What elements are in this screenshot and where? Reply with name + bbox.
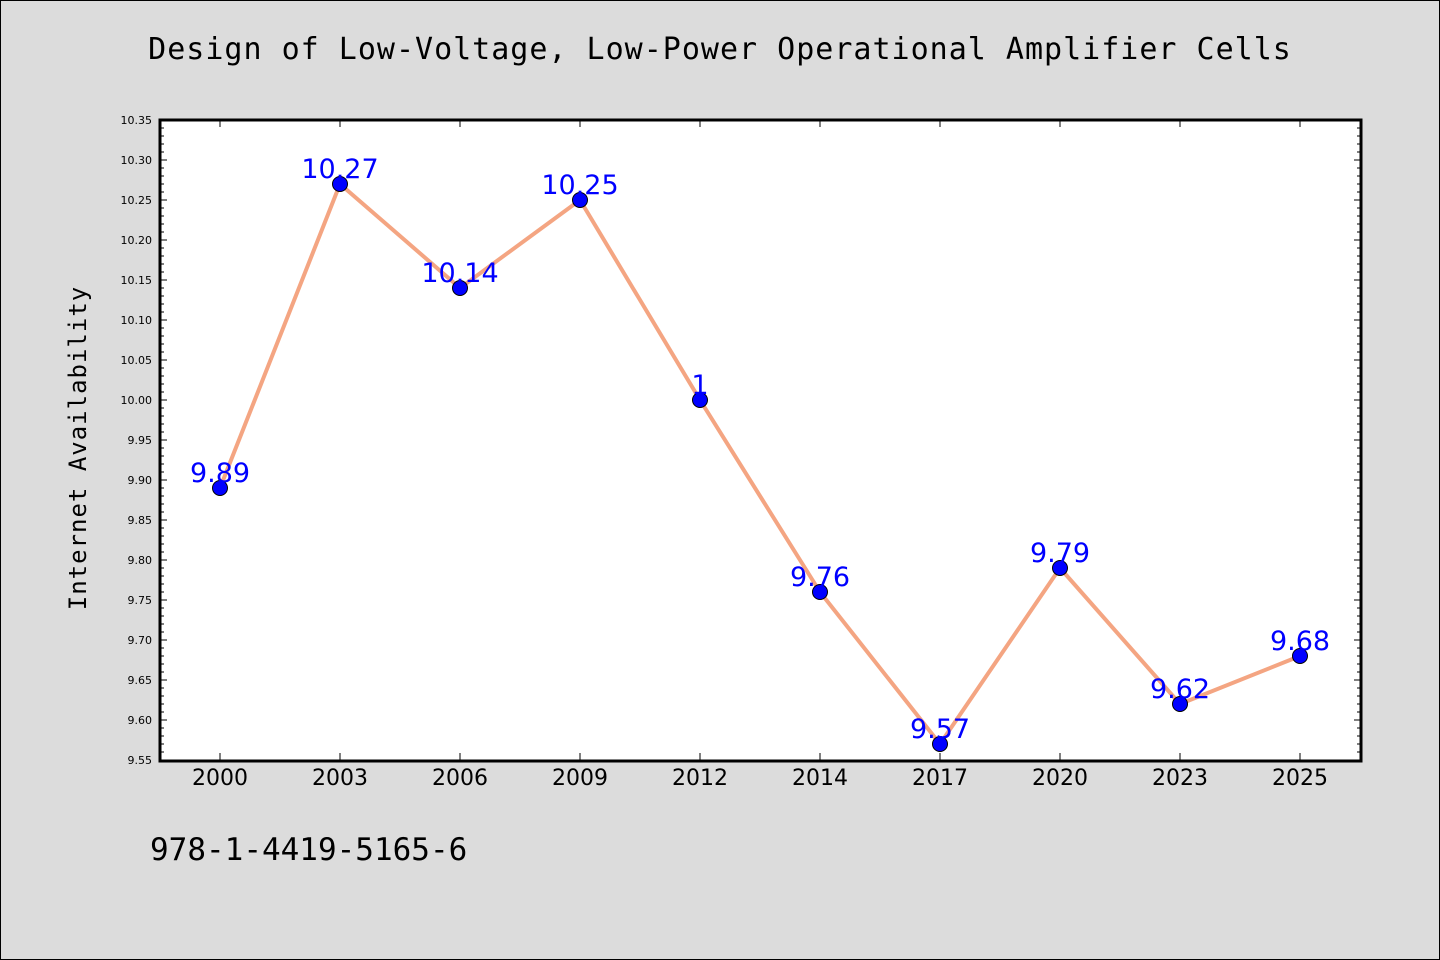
chart-title: Design of Low-Voltage, Low-Power Operati… — [148, 32, 1292, 67]
plot-area — [158, 118, 1363, 763]
data-point — [212, 480, 228, 496]
data-point — [572, 192, 588, 208]
x-tick-label: 2020 — [1032, 766, 1088, 791]
x-tick-label: 2014 — [792, 766, 848, 791]
x-tick-label: 2006 — [432, 766, 488, 791]
y-tick-label: 9.85 — [128, 514, 153, 527]
data-label: 9.79 — [1030, 538, 1090, 569]
data-point — [692, 392, 708, 408]
y-tick-label: 9.55 — [128, 754, 153, 767]
data-label: 9.89 — [190, 458, 250, 489]
x-tick-label: 2023 — [1152, 766, 1208, 791]
data-point — [812, 584, 828, 600]
x-tick-label: 2009 — [552, 766, 608, 791]
y-tick-label: 10.25 — [121, 194, 153, 207]
y-tick-label: 10.35 — [121, 114, 153, 127]
x-tick-label: 2012 — [672, 766, 728, 791]
y-tick-label: 9.80 — [128, 554, 153, 567]
data-point — [332, 176, 348, 192]
data-label: 9.57 — [910, 714, 970, 745]
y-tick-label: 10.05 — [121, 354, 153, 367]
x-tick-label: 2003 — [312, 766, 368, 791]
y-tick-label: 9.70 — [128, 634, 153, 647]
y-tick-label: 9.90 — [128, 474, 153, 487]
series-line — [218, 182, 1301, 746]
y-tick-label: 10.20 — [121, 234, 153, 247]
data-label: 10.25 — [541, 170, 618, 201]
series-markers — [212, 176, 1308, 752]
y-tick-label: 10.30 — [121, 154, 153, 167]
data-labels: 9.89 10.27 10.14 10.25 1 9.76 9.57 9.79 9.62 9.68 — [190, 154, 1330, 745]
x-tick-label: 2000 — [192, 766, 248, 791]
y-tick-label: 9.95 — [128, 434, 153, 447]
y-tick-label: 10.15 — [121, 274, 153, 287]
x-tick-label: 2017 — [912, 766, 968, 791]
y-tick-label: 10.10 — [121, 314, 153, 327]
data-label: 9.76 — [790, 562, 850, 593]
data-label: 9.62 — [1150, 674, 1210, 705]
y-tick-label: 9.60 — [128, 714, 153, 727]
data-label: 1 — [691, 370, 708, 401]
data-point — [1172, 696, 1188, 712]
y-axis: 9.55 9.60 9.65 9.70 9.75 9.80 9.85 9.90 9.95 10.0… — [121, 114, 1361, 767]
y-tick-label: 10.00 — [121, 394, 153, 407]
data-point — [932, 736, 948, 752]
data-label: 10.14 — [421, 258, 498, 289]
x-tick-label: 2025 — [1272, 766, 1328, 791]
data-label: 10.27 — [301, 154, 378, 185]
data-label: 9.68 — [1270, 626, 1330, 657]
x-axis: 2000 2003 2006 2009 2012 2014 2017 2020 2023 2025 — [192, 120, 1328, 791]
y-tick-label: 9.75 — [128, 594, 153, 607]
data-point — [452, 280, 468, 296]
data-point — [1052, 560, 1068, 576]
data-point — [1292, 648, 1308, 664]
footer-isbn: 978-1-4419-5165-6 — [150, 832, 468, 868]
y-tick-label: 9.65 — [128, 674, 153, 687]
